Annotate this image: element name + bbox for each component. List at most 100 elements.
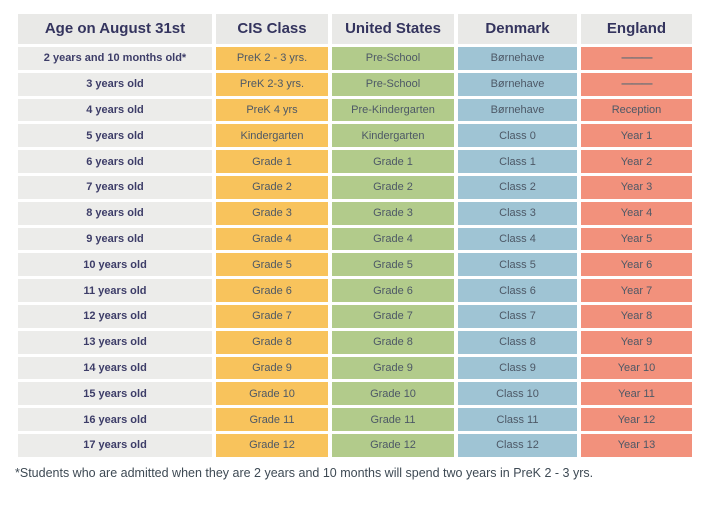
us-cell: Grade 12 [332, 433, 454, 457]
table-row: 5 years old Kindergarten Kindergarten Cl… [18, 124, 692, 148]
england-cell: Year 10 [581, 356, 692, 380]
us-cell: Grade 6 [332, 279, 454, 302]
age-cell: 16 years old [18, 408, 212, 431]
table-row: 12 years old Grade 7 Grade 7 Class 7 Yea… [18, 304, 692, 328]
cis-class-cell: Grade 12 [216, 433, 328, 457]
england-cell: Year 11 [581, 382, 692, 406]
table-row: 4 years old PreK 4 yrs Pre-Kindergarten … [18, 98, 692, 122]
cis-class-cell: Kindergarten [216, 124, 328, 148]
england-cell: Year 1 [581, 124, 692, 148]
table-row: 9 years old Grade 4 Grade 4 Class 4 Year… [18, 227, 692, 251]
cis-class-cell: Grade 1 [216, 150, 328, 173]
table-row: 16 years old Grade 11 Grade 11 Class 11 … [18, 408, 692, 431]
cis-class-cell: Grade 8 [216, 330, 328, 354]
age-cell: 12 years old [18, 304, 212, 328]
table-row: 11 years old Grade 6 Grade 6 Class 6 Yea… [18, 279, 692, 302]
table-row: 2 years and 10 months old* PreK 2 - 3 yr… [18, 47, 692, 70]
england-cell-dash: ——— [581, 47, 692, 70]
denmark-cell: Class 10 [458, 382, 577, 406]
england-cell-dash: ——— [581, 72, 692, 96]
denmark-cell: Class 3 [458, 201, 577, 225]
denmark-cell: Class 1 [458, 150, 577, 173]
table-row: 10 years old Grade 5 Grade 5 Class 5 Yea… [18, 253, 692, 277]
table-row: 17 years old Grade 12 Grade 12 Class 12 … [18, 433, 692, 457]
us-cell: Grade 8 [332, 330, 454, 354]
england-cell: Year 7 [581, 279, 692, 302]
denmark-cell: Class 9 [458, 356, 577, 380]
us-cell: Pre-School [332, 47, 454, 70]
us-cell: Pre-School [332, 72, 454, 96]
us-cell: Grade 11 [332, 408, 454, 431]
age-cell: 14 years old [18, 356, 212, 380]
denmark-cell: Børnehave [458, 98, 577, 122]
header-united-states: United States [332, 14, 454, 44]
england-cell: Year 3 [581, 175, 692, 199]
england-cell: Year 8 [581, 304, 692, 328]
table-row: 13 years old Grade 8 Grade 8 Class 8 Yea… [18, 330, 692, 354]
england-cell: Reception [581, 98, 692, 122]
age-cell: 7 years old [18, 175, 212, 199]
age-cell: 15 years old [18, 382, 212, 406]
england-cell: Year 6 [581, 253, 692, 277]
cis-class-cell: Grade 3 [216, 201, 328, 225]
age-cell: 13 years old [18, 330, 212, 354]
denmark-cell: Class 12 [458, 433, 577, 457]
table-header-row: Age on August 31st CIS Class United Stat… [18, 14, 692, 44]
denmark-cell: Class 5 [458, 253, 577, 277]
england-cell: Year 5 [581, 227, 692, 251]
cis-class-cell: PreK 2 - 3 yrs. [216, 47, 328, 70]
cis-class-cell: Grade 4 [216, 227, 328, 251]
cis-class-cell: Grade 2 [216, 175, 328, 199]
denmark-cell: Class 6 [458, 279, 577, 302]
us-cell: Grade 9 [332, 356, 454, 380]
table-row: 6 years old Grade 1 Grade 1 Class 1 Year… [18, 150, 692, 173]
age-cell: 6 years old [18, 150, 212, 173]
age-cell: 4 years old [18, 98, 212, 122]
age-cell: 11 years old [18, 279, 212, 302]
header-cis-class: CIS Class [216, 14, 328, 44]
table-row: 8 years old Grade 3 Grade 3 Class 3 Year… [18, 201, 692, 225]
age-cell: 17 years old [18, 433, 212, 457]
table-row: 15 years old Grade 10 Grade 10 Class 10 … [18, 382, 692, 406]
cis-class-cell: Grade 6 [216, 279, 328, 302]
denmark-cell: Class 8 [458, 330, 577, 354]
cis-class-cell: Grade 10 [216, 382, 328, 406]
us-cell: Grade 10 [332, 382, 454, 406]
age-cell: 5 years old [18, 124, 212, 148]
denmark-cell: Børnehave [458, 72, 577, 96]
table-row: 3 years old PreK 2-3 yrs. Pre-School Bør… [18, 72, 692, 96]
age-cell: 8 years old [18, 201, 212, 225]
header-age: Age on August 31st [18, 14, 212, 44]
age-cell: 9 years old [18, 227, 212, 251]
us-cell: Grade 2 [332, 175, 454, 199]
cis-class-cell: Grade 9 [216, 356, 328, 380]
header-denmark: Denmark [458, 14, 577, 44]
england-cell: Year 12 [581, 408, 692, 431]
us-cell: Grade 4 [332, 227, 454, 251]
us-cell: Kindergarten [332, 124, 454, 148]
us-cell: Grade 7 [332, 304, 454, 328]
us-cell: Grade 3 [332, 201, 454, 225]
england-cell: Year 13 [581, 433, 692, 457]
denmark-cell: Børnehave [458, 47, 577, 70]
us-cell: Grade 1 [332, 150, 454, 173]
table-row: 14 years old Grade 9 Grade 9 Class 9 Yea… [18, 356, 692, 380]
denmark-cell: Class 7 [458, 304, 577, 328]
denmark-cell: Class 0 [458, 124, 577, 148]
header-england: England [581, 14, 692, 44]
age-cell: 10 years old [18, 253, 212, 277]
cis-class-cell: PreK 4 yrs [216, 98, 328, 122]
cis-class-cell: Grade 11 [216, 408, 328, 431]
grade-equivalency-table: Age on August 31st CIS Class United Stat… [18, 14, 692, 460]
age-cell: 3 years old [18, 72, 212, 96]
england-cell: Year 9 [581, 330, 692, 354]
age-cell: 2 years and 10 months old* [18, 47, 212, 70]
england-cell: Year 2 [581, 150, 692, 173]
denmark-cell: Class 11 [458, 408, 577, 431]
cis-class-cell: Grade 5 [216, 253, 328, 277]
denmark-cell: Class 4 [458, 227, 577, 251]
denmark-cell: Class 2 [458, 175, 577, 199]
cis-class-cell: PreK 2-3 yrs. [216, 72, 328, 96]
cis-class-cell: Grade 7 [216, 304, 328, 328]
england-cell: Year 4 [581, 201, 692, 225]
